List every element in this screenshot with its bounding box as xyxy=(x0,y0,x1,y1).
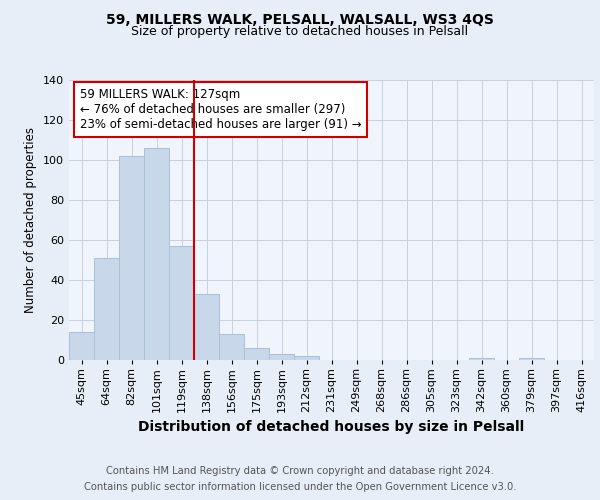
Bar xyxy=(119,156,144,360)
Bar xyxy=(269,354,294,360)
Bar xyxy=(144,148,169,360)
Bar xyxy=(469,358,494,360)
Y-axis label: Number of detached properties: Number of detached properties xyxy=(25,127,37,313)
Text: Contains HM Land Registry data © Crown copyright and database right 2024.: Contains HM Land Registry data © Crown c… xyxy=(106,466,494,476)
Text: 59, MILLERS WALK, PELSALL, WALSALL, WS3 4QS: 59, MILLERS WALK, PELSALL, WALSALL, WS3 … xyxy=(106,12,494,26)
Bar xyxy=(244,348,269,360)
Text: Contains public sector information licensed under the Open Government Licence v3: Contains public sector information licen… xyxy=(84,482,516,492)
X-axis label: Distribution of detached houses by size in Pelsall: Distribution of detached houses by size … xyxy=(139,420,524,434)
Bar xyxy=(94,258,119,360)
Bar xyxy=(169,246,194,360)
Text: Size of property relative to detached houses in Pelsall: Size of property relative to detached ho… xyxy=(131,25,469,38)
Bar xyxy=(294,356,319,360)
Bar xyxy=(69,332,94,360)
Text: 59 MILLERS WALK: 127sqm
← 76% of detached houses are smaller (297)
23% of semi-d: 59 MILLERS WALK: 127sqm ← 76% of detache… xyxy=(79,88,361,132)
Bar xyxy=(219,334,244,360)
Bar xyxy=(194,294,219,360)
Bar xyxy=(519,358,544,360)
